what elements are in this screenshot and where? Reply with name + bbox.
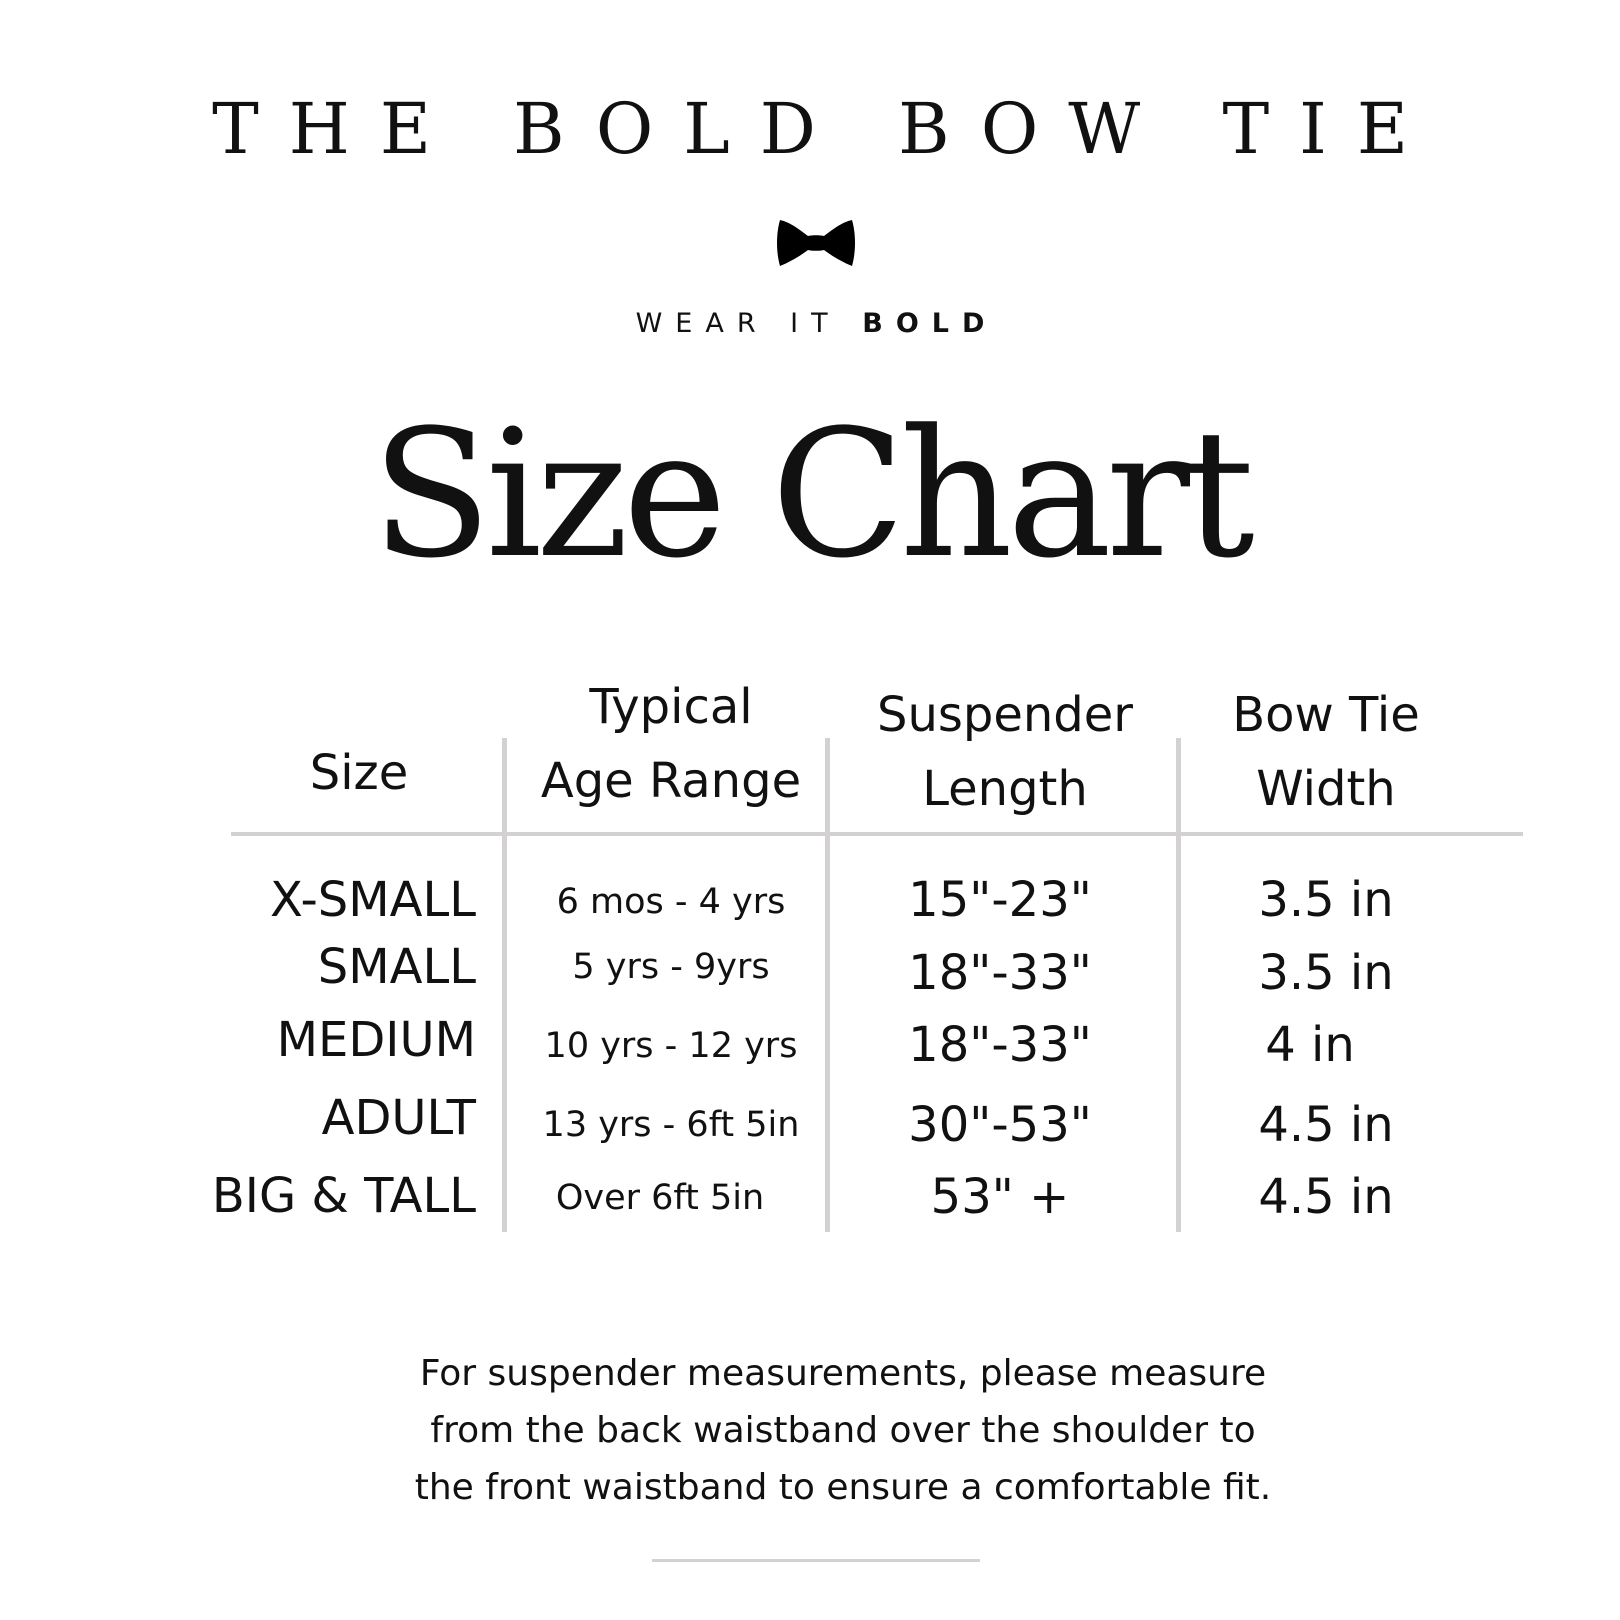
column-divider (825, 738, 830, 1232)
size-cell: SMALL (317, 939, 476, 995)
note-line: For suspender measurements, please measu… (419, 1353, 1267, 1394)
measurement-note: For suspender measurements, please measu… (0, 1345, 1620, 1516)
suspender-cell: 18"-33" (908, 945, 1092, 1001)
tagline: WEAR IT BOLD (0, 308, 1620, 339)
bowtie-cell: 4 in (1265, 1017, 1355, 1073)
suspender-cell: 18"-33" (908, 1017, 1092, 1073)
header-divider (231, 832, 1523, 836)
column-divider (1176, 738, 1181, 1232)
age-cell: 5 yrs - 9yrs (572, 947, 770, 987)
size-cell: ADULT (321, 1090, 476, 1146)
bowtie-cell: 3.5 in (1258, 945, 1394, 1001)
tagline-light: WEAR IT (635, 308, 841, 339)
tagline-bold: BOLD (862, 308, 998, 339)
bowtie-cell: 3.5 in (1258, 872, 1394, 928)
header-suspender: Suspender Length (830, 678, 1180, 826)
header-line: Suspender (876, 687, 1134, 743)
header-line: Length (922, 761, 1088, 817)
suspender-cell: 30"-53" (908, 1097, 1092, 1153)
brand-name: THE BOLD BOW TIE (212, 88, 1438, 170)
bowtie-cell: 4.5 in (1258, 1097, 1394, 1153)
header-bowtie: Bow Tie Width (1156, 678, 1496, 826)
header-line: Bow Tie (1232, 687, 1420, 743)
age-cell: 13 yrs - 6ft 5in (542, 1105, 800, 1145)
age-cell: 6 mos - 4 yrs (556, 882, 786, 922)
header-size: Size (309, 745, 409, 801)
header-line: Width (1256, 761, 1396, 817)
page-title: Size Chart (371, 392, 1255, 597)
note-line: the front waistband to ensure a comforta… (414, 1467, 1272, 1508)
size-cell: BIG & TALL (211, 1168, 476, 1224)
suspender-cell: 53" + (930, 1169, 1070, 1225)
header-line: Age Range (540, 753, 802, 809)
column-divider (502, 738, 507, 1232)
age-cell: Over 6ft 5in (555, 1178, 765, 1218)
suspender-cell: 15"-23" (908, 872, 1092, 928)
bowtie-cell: 4.5 in (1258, 1169, 1394, 1225)
footer-divider (652, 1559, 980, 1562)
header-line: Typical (589, 679, 753, 735)
bow-tie-icon (777, 220, 855, 266)
age-cell: 10 yrs - 12 yrs (544, 1026, 798, 1066)
size-cell: X-SMALL (269, 872, 476, 928)
size-cell: MEDIUM (276, 1012, 476, 1068)
note-line: from the back waistband over the shoulde… (430, 1410, 1256, 1451)
header-age: Typical Age Range (511, 670, 831, 818)
